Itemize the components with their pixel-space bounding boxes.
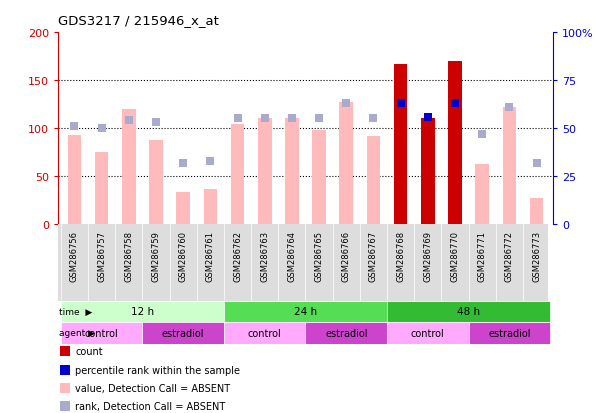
Text: count: count	[75, 347, 103, 356]
Point	[70, 123, 79, 130]
Text: GSM286768: GSM286768	[396, 230, 405, 282]
Text: GSM286767: GSM286767	[369, 230, 378, 282]
Bar	[394, 64, 408, 224]
Text: 24 h: 24 h	[294, 307, 317, 317]
Text: estradiol: estradiol	[488, 328, 531, 338]
Text: GSM286759: GSM286759	[152, 230, 161, 281]
Bar	[285, 119, 299, 224]
Bar	[231, 125, 244, 224]
Point	[477, 131, 487, 138]
Text: control: control	[411, 328, 445, 338]
Bar	[224, 323, 306, 344]
Bar	[60, 323, 142, 344]
Bar	[149, 141, 163, 224]
Bar	[142, 323, 224, 344]
Text: 12 h: 12 h	[131, 307, 154, 317]
Text: value, Detection Call = ABSENT: value, Detection Call = ABSENT	[75, 383, 230, 393]
Bar	[95, 153, 108, 224]
Bar	[258, 119, 271, 224]
Point	[260, 116, 269, 123]
Text: GSM286761: GSM286761	[206, 230, 215, 281]
Point	[178, 160, 188, 166]
Text: GSM286771: GSM286771	[478, 230, 487, 281]
Point	[97, 126, 106, 132]
Text: agent ▶: agent ▶	[59, 329, 95, 337]
Point	[287, 116, 297, 123]
Bar	[224, 301, 387, 323]
Point	[396, 100, 406, 107]
Text: control: control	[248, 328, 282, 338]
Text: GSM286772: GSM286772	[505, 230, 514, 281]
Text: percentile rank within the sample: percentile rank within the sample	[75, 365, 240, 375]
Bar	[469, 323, 551, 344]
Text: GSM286757: GSM286757	[97, 230, 106, 281]
Bar	[475, 164, 489, 224]
Point	[151, 120, 161, 126]
Point	[342, 100, 351, 107]
Bar	[306, 323, 387, 344]
Point	[532, 160, 541, 166]
Bar	[530, 199, 543, 224]
Text: GSM286756: GSM286756	[70, 230, 79, 281]
Bar	[177, 193, 190, 224]
Point	[368, 18, 378, 25]
Text: GSM286763: GSM286763	[260, 230, 269, 282]
Point	[368, 184, 378, 190]
Point	[314, 116, 324, 123]
Bar	[60, 301, 224, 323]
Point	[233, 116, 243, 123]
Bar	[68, 135, 81, 224]
Text: 48 h: 48 h	[457, 307, 480, 317]
Text: control: control	[85, 328, 119, 338]
Text: estradiol: estradiol	[325, 328, 368, 338]
Text: estradiol: estradiol	[162, 328, 205, 338]
Bar	[503, 108, 516, 224]
Bar	[203, 190, 217, 224]
Point	[505, 104, 514, 111]
Point	[450, 100, 460, 107]
Text: GSM286770: GSM286770	[450, 230, 459, 281]
Text: time  ▶: time ▶	[59, 307, 92, 316]
Text: GSM286766: GSM286766	[342, 230, 351, 282]
Point	[368, 349, 378, 356]
Bar	[387, 301, 551, 323]
Text: GSM286760: GSM286760	[178, 230, 188, 281]
Text: GSM286762: GSM286762	[233, 230, 242, 281]
Bar	[421, 119, 434, 224]
Bar	[312, 131, 326, 224]
Text: GSM286773: GSM286773	[532, 230, 541, 282]
Text: GDS3217 / 215946_x_at: GDS3217 / 215946_x_at	[58, 14, 219, 27]
Text: rank, Detection Call = ABSENT: rank, Detection Call = ABSENT	[75, 401, 225, 411]
Point	[423, 114, 433, 121]
Point	[124, 118, 134, 124]
Text: GSM286764: GSM286764	[287, 230, 296, 281]
Point	[205, 158, 215, 164]
Bar	[448, 62, 462, 224]
Bar	[387, 323, 469, 344]
Point	[368, 116, 378, 123]
Bar	[122, 109, 136, 224]
Text: GSM286769: GSM286769	[423, 230, 433, 281]
Bar	[367, 136, 380, 224]
Text: GSM286758: GSM286758	[124, 230, 133, 281]
Bar	[340, 103, 353, 224]
Text: GSM286765: GSM286765	[315, 230, 324, 281]
